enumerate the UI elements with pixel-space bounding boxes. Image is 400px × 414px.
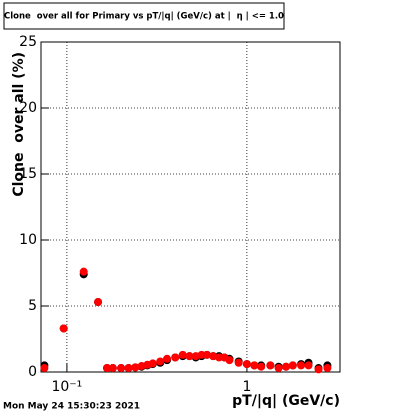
data-point	[163, 354, 172, 363]
data-point	[323, 364, 332, 373]
data-point	[40, 364, 49, 373]
data-point	[108, 364, 117, 373]
data-point	[202, 350, 211, 359]
timestamp: Mon May 24 15:30:23 2021	[3, 402, 140, 412]
y-tick-label: 15	[19, 166, 37, 182]
data-point	[156, 357, 165, 366]
x-axis-label: pT/|q| (GeV/c)	[232, 393, 340, 409]
data-point	[297, 361, 306, 370]
data-point	[131, 363, 140, 372]
y-tick-label: 20	[19, 100, 37, 116]
data-point	[242, 360, 251, 369]
x-tick-label: 10⁻¹	[51, 379, 82, 395]
data-point	[148, 359, 157, 368]
data-point	[102, 364, 111, 373]
data-point	[171, 353, 180, 362]
data-point	[59, 324, 68, 333]
data-point	[314, 365, 323, 374]
title-box	[3, 2, 285, 30]
data-point	[178, 350, 187, 359]
plot-frame	[40, 41, 341, 373]
data-point	[124, 364, 133, 373]
y-tick-label: 0	[28, 364, 37, 380]
data-point	[257, 362, 266, 371]
x-tick-label: 1	[242, 379, 251, 395]
data-point	[304, 361, 313, 370]
data-point	[225, 356, 234, 365]
data-point	[79, 267, 88, 276]
chart-title: Clone over all for Primary vs pT/|q| (Ge…	[4, 12, 284, 22]
data-point	[266, 361, 275, 370]
data-point	[250, 361, 259, 370]
data-point	[274, 364, 283, 373]
data-point	[282, 362, 291, 371]
data-point	[117, 364, 126, 373]
data-point	[185, 352, 194, 361]
data-point	[94, 298, 103, 307]
y-tick-label: 10	[19, 232, 37, 248]
y-axis-label: Clone over all (%)	[11, 52, 27, 197]
data-point	[234, 358, 243, 367]
y-tick-label: 5	[28, 298, 37, 314]
data-point	[288, 361, 297, 370]
y-tick-label: 25	[19, 34, 37, 50]
